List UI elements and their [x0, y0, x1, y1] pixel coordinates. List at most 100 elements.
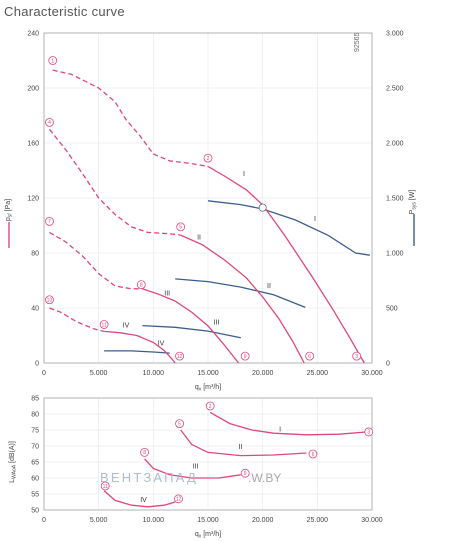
operating-point-marker-circle — [240, 351, 250, 361]
bottom-y-tick-label: 85 — [31, 396, 39, 403]
sound-curve-label: II — [239, 444, 243, 451]
bottom-y-tick-label: 55 — [31, 492, 39, 499]
top-y-axis-label: psf [Pa] — [5, 199, 14, 221]
operating-point-marker-label: 1 — [51, 58, 54, 64]
sound-point-marker-label: 2 — [209, 404, 212, 410]
power-curve-IV — [104, 350, 170, 354]
top-x-tick-label: 20.000 — [252, 370, 274, 377]
sound-point-marker-label: 5 — [178, 421, 181, 427]
top-y2-tick-label: 500 — [386, 306, 398, 313]
top-y-tick-label: 80 — [31, 251, 39, 258]
operating-point-marker-label: 6 — [308, 354, 311, 360]
operating-point-marker-label: 9 — [244, 354, 247, 360]
top-x-tick-label: 0 — [42, 370, 46, 377]
power-curve-label: III — [213, 320, 219, 327]
top-y2-tick-label: 1.000 — [386, 251, 404, 258]
sound-point-marker-circle — [140, 447, 149, 457]
bottom-x-axis-label: qv [m³/h] — [195, 531, 221, 540]
top-y2-tick-label: 1.500 — [386, 196, 404, 203]
bottom-x-tick-label: 25.000 — [307, 517, 329, 524]
pressure-curve-dashed-I — [52, 69, 209, 168]
top-x-axis-label: qv [m³/h] — [195, 384, 221, 393]
brand-watermark-name: ВЕНТЗАПАД — [100, 470, 198, 485]
sound-point-marker-circle — [240, 468, 250, 478]
operating-point-marker-label: 12 — [177, 354, 183, 360]
operating-point-marker-circle — [203, 153, 213, 163]
pressure-curve-III — [142, 288, 240, 364]
bottom-x-tick-label: 0 — [42, 517, 46, 524]
top-x-tick-label: 15.000 — [197, 370, 219, 377]
sound-curve-label: IV — [140, 497, 147, 504]
top-x-tick-label: 5.000 — [90, 370, 108, 377]
top-y2-tick-label: 2.500 — [386, 86, 404, 93]
bottom-y-axis-label: LWAoA [dB(A)] — [9, 441, 18, 483]
sound-point-marker-circle — [174, 494, 183, 504]
brand-watermark-url: .W.BY — [248, 471, 281, 485]
operating-point-marker-label: 2 — [207, 156, 210, 162]
operating-point-marker-label: 4 — [48, 120, 51, 126]
intersection-point-marker — [258, 203, 267, 212]
pressure-curve-IV — [104, 330, 176, 364]
top-y-tick-label: 0 — [35, 361, 39, 368]
sound-point-marker-label: 8 — [143, 450, 146, 456]
sound-point-marker-label: 3 — [367, 430, 370, 436]
top-x-tick-label: 10.000 — [143, 370, 165, 377]
bottom-x-tick-label: 15.000 — [197, 517, 219, 524]
sound-curve-label: III — [193, 463, 199, 470]
sound-point-marker-circle — [205, 401, 215, 411]
sound-curve-IV — [103, 490, 176, 508]
bottom-plot-frame — [43, 397, 373, 511]
bottom-y-tick-label: 80 — [31, 412, 39, 419]
operating-point-marker-circle — [176, 222, 186, 232]
top-x-tick-label: 30.000 — [361, 370, 383, 377]
bottom-x-tick-label: 10.000 — [143, 517, 165, 524]
pressure-curve-dashed-III — [49, 231, 143, 290]
bottom-x-tick-label: 30.000 — [361, 517, 383, 524]
sound-curve-I — [209, 411, 368, 436]
operating-point-marker-circle — [305, 351, 315, 361]
power-curve-I — [207, 200, 370, 256]
power-curve-label: IV — [158, 340, 165, 347]
operating-point-marker-circle — [175, 351, 184, 361]
operating-point-marker-label: 8 — [140, 282, 143, 288]
bottom-x-tick-label: 5.000 — [90, 517, 108, 524]
sound-point-marker-circle — [100, 481, 110, 491]
chart-title: Characteristic curve — [4, 4, 125, 19]
pressure-curve-label: IV — [123, 322, 130, 329]
sound-point-marker-circle — [308, 449, 318, 459]
sound-point-marker-label: 9 — [244, 471, 247, 477]
operating-point-marker-label: 5 — [179, 225, 182, 231]
operating-point-marker-circle — [352, 351, 362, 361]
pressure-curve-label: I — [243, 171, 245, 178]
bottom-y-tick-label: 60 — [31, 476, 39, 483]
pressure-curve-label: III — [164, 291, 170, 298]
pressure-curve-II — [180, 234, 305, 364]
bottom-x-tick-label: 20.000 — [252, 517, 274, 524]
top-y-tick-label: 160 — [27, 141, 39, 148]
top-y2-tick-label: 0 — [386, 361, 390, 368]
top-y-tick-label: 200 — [27, 86, 39, 93]
sound-point-marker-circle — [175, 419, 184, 429]
operating-point-marker-circle — [45, 117, 54, 127]
operating-point-marker-label: 3 — [355, 354, 358, 360]
sound-point-marker-label: 11 — [103, 484, 108, 490]
bottom-y-tick-label: 65 — [31, 460, 39, 467]
top-y2-tick-label: 2.000 — [386, 141, 404, 148]
power-curve-label: I — [314, 216, 316, 223]
sound-point-marker-label: 12 — [176, 497, 182, 503]
bottom-y-tick-label: 50 — [31, 508, 39, 515]
power-curve-label: II — [267, 283, 271, 290]
sound-curve-II — [180, 429, 307, 457]
power-curve-II — [175, 278, 306, 309]
operating-point-marker-label: 11 — [102, 322, 107, 328]
top-x-tick-label: 25.000 — [307, 370, 329, 377]
drawing-number: 92565 — [354, 32, 361, 52]
pressure-curve-I — [207, 165, 365, 364]
operating-point-marker-circle — [45, 295, 54, 305]
pressure-curve-dashed-IV — [49, 307, 105, 333]
top-y2-axis-label: Psys [W] — [409, 190, 418, 215]
sound-point-marker-label: 6 — [312, 452, 315, 458]
sound-curve-label: I — [279, 427, 281, 434]
sound-point-marker-circle — [364, 427, 374, 437]
